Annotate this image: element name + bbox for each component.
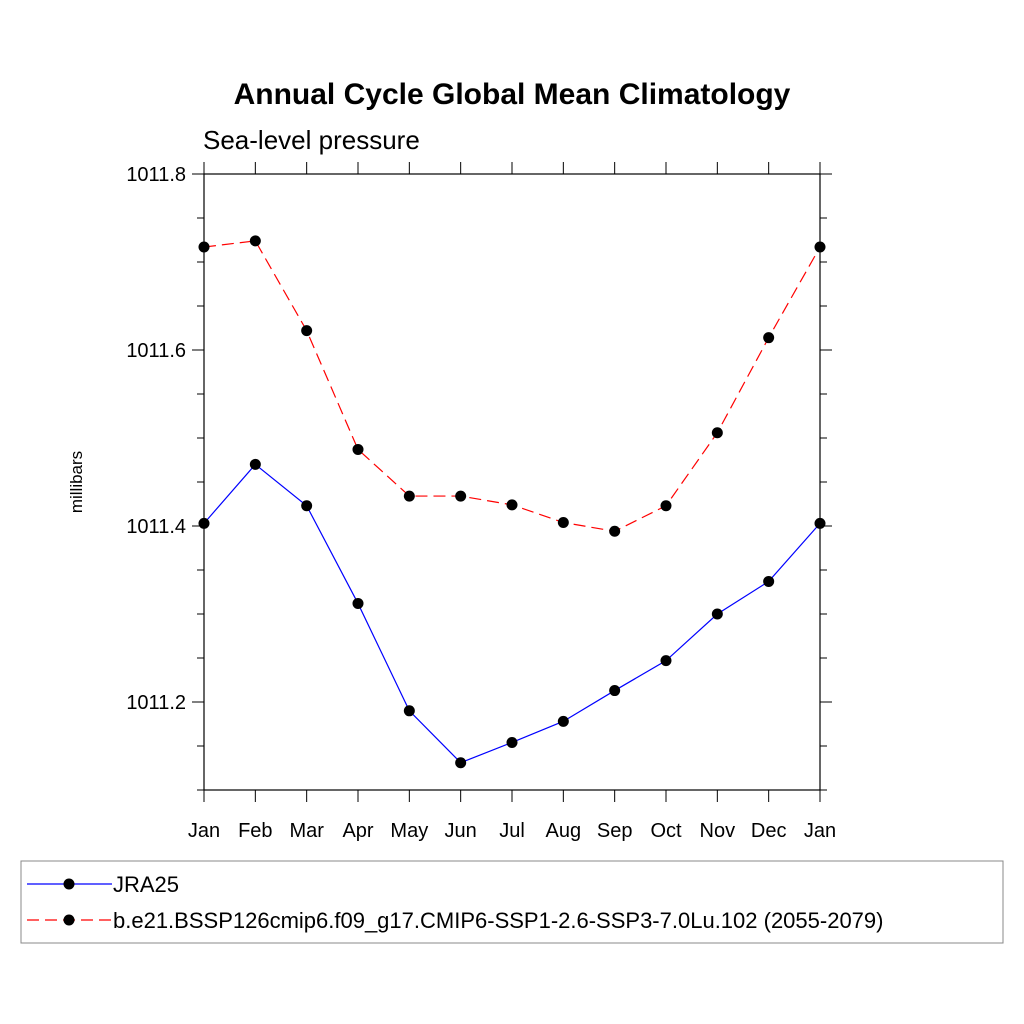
x-tick-label: Jun (445, 820, 477, 842)
series-2 (198, 235, 826, 537)
x-tick-label: Dec (751, 820, 787, 842)
data-point (763, 575, 775, 587)
y-axis-label: millibars (67, 451, 86, 513)
x-tick-label: Oct (650, 820, 682, 842)
legend-marker (63, 914, 75, 926)
data-point (455, 490, 467, 502)
x-tick-label: Jan (188, 820, 220, 842)
legend: JRA25 b.e21.BSSP126cmip6.f09_g17.CMIP6-SS… (20, 860, 1004, 944)
data-point (198, 241, 210, 253)
data-point (403, 705, 415, 717)
legend-marker (63, 878, 75, 890)
plot-area: 1011.2 1011.4 1011.6 1011.8 Jan Feb Mar Apr May… (126, 162, 836, 842)
legend-label: b.e21.BSSP126cmip6.f09_g17.CMIP6-SSP1-2.… (113, 908, 883, 933)
data-point (403, 490, 415, 502)
x-tick-label: Aug (546, 820, 582, 842)
legend-entry: JRA25 (27, 872, 179, 897)
series-1 (198, 458, 826, 769)
x-tick-label: Sep (597, 820, 633, 842)
data-point (711, 608, 723, 620)
legend-label: JRA25 (113, 872, 179, 897)
data-point (455, 757, 467, 769)
legend-box (20, 860, 1004, 944)
y-tick-label: 1011.4 (126, 516, 186, 538)
data-point (301, 325, 313, 337)
y-tick-labels: 1011.2 1011.4 1011.6 1011.8 (126, 164, 186, 714)
chart-title: Annual Cycle Global Mean Climatology (234, 78, 791, 111)
x-tick-labels: Jan Feb Mar Apr May Jun Jul Aug Sep Oct Nov Dec Jan (188, 820, 836, 842)
chart-subtitle: Sea-level pressure (203, 125, 420, 155)
data-point (506, 499, 518, 511)
legend-entries: JRA25 b.e21.BSSP126cmip6.f09_g17.CMIP6-SS… (27, 872, 883, 933)
data-point (609, 685, 621, 697)
x-tick-label: May (390, 820, 428, 842)
plot-frame (203, 173, 821, 791)
data-point (249, 458, 261, 470)
data-point (711, 427, 723, 439)
data-point (609, 525, 621, 537)
data-point (352, 443, 364, 455)
x-tick-label: Apr (342, 820, 373, 842)
y-tick-label: 1011.2 (126, 692, 186, 714)
axis-ticks (192, 162, 832, 802)
data-point (301, 500, 313, 512)
data-point (352, 597, 364, 609)
data-point (557, 516, 569, 528)
data-point (814, 517, 826, 529)
data-point (506, 736, 518, 748)
x-tick-label: Jan (804, 820, 836, 842)
x-tick-label: Jul (499, 820, 525, 842)
y-tick-label: 1011.8 (126, 164, 186, 186)
data-point (814, 241, 826, 253)
legend-entry: b.e21.BSSP126cmip6.f09_g17.CMIP6-SSP1-2.… (27, 908, 883, 933)
data-point (198, 517, 210, 529)
data-point (557, 715, 569, 727)
x-tick-label: Feb (238, 820, 272, 842)
series-layer (198, 235, 826, 769)
data-point (249, 235, 261, 247)
y-tick-label: 1011.6 (126, 340, 186, 362)
data-point (660, 655, 672, 667)
data-point (763, 332, 775, 344)
x-tick-label: Nov (700, 820, 736, 842)
series-line (203, 240, 821, 532)
data-point (660, 500, 672, 512)
x-tick-label: Mar (289, 820, 324, 842)
